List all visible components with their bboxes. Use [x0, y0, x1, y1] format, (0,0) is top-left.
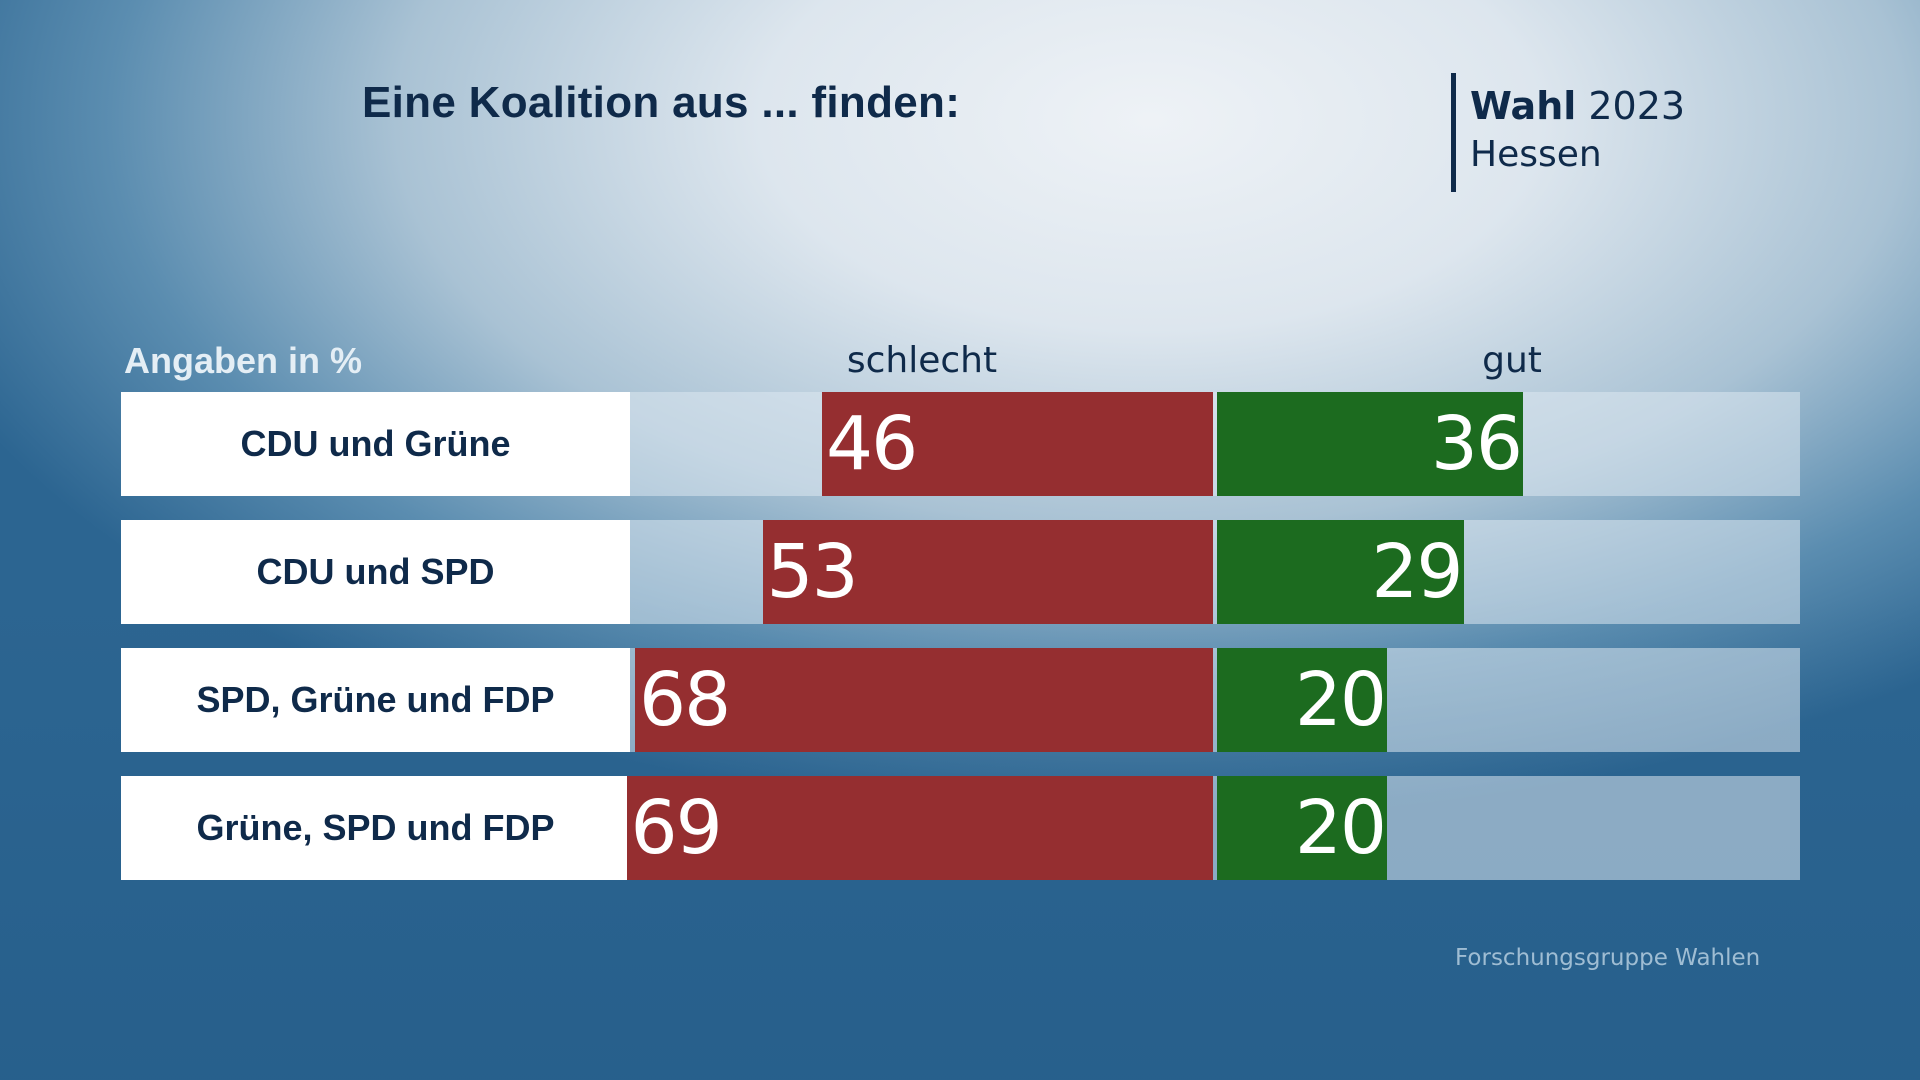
- bar-schlecht: [762, 520, 1213, 624]
- value-label-gut: 36: [1430, 401, 1523, 487]
- value-label-schlecht: 53: [766, 529, 859, 615]
- column-header-gut: gut: [1482, 340, 1542, 381]
- value-label-gut: 29: [1371, 529, 1463, 615]
- category-label: CDU und SPD: [121, 520, 630, 624]
- category-label: SPD, Grüne und FDP: [121, 648, 630, 752]
- brand-region: Hessen: [1470, 134, 1602, 175]
- brand-year: 2023: [1588, 84, 1686, 128]
- chart-row: CDU und Grüne 46 36: [121, 392, 1800, 496]
- value-label-gut: 20: [1294, 785, 1387, 871]
- category-label: Grüne, SPD und FDP: [121, 776, 630, 880]
- source-label: Forschungsgruppe Wahlen: [1455, 945, 1761, 971]
- chart-title: Eine Koalition aus ... finden:: [362, 78, 961, 127]
- brand-wahl: Wahl: [1470, 84, 1577, 128]
- chart-row: Grüne, SPD und FDP 69 20: [121, 776, 1800, 880]
- brand-election: Wahl 2023: [1470, 84, 1685, 128]
- bar-gut: [1217, 392, 1523, 496]
- value-label-schlecht: 68: [639, 657, 731, 743]
- column-header-schlecht: schlecht: [846, 340, 998, 381]
- bar-schlecht: [822, 392, 1213, 496]
- brand-divider: [1451, 73, 1456, 192]
- unit-label: Angaben in %: [124, 340, 363, 381]
- bar-gut: [1217, 648, 1387, 752]
- bar-gut: [1217, 520, 1464, 624]
- category-label: CDU und Grüne: [121, 392, 630, 496]
- value-label-schlecht: 69: [630, 785, 723, 871]
- bar-track: [630, 392, 1800, 496]
- bar-schlecht: [626, 776, 1213, 880]
- value-label-gut: 20: [1294, 657, 1387, 743]
- bar-gut: [1217, 776, 1387, 880]
- value-label-schlecht: 46: [826, 401, 918, 487]
- chart-row: SPD, Grüne und FDP 68 20: [121, 648, 1800, 752]
- bar-schlecht: [635, 648, 1213, 752]
- chart-row: CDU und SPD 53 29: [121, 520, 1800, 624]
